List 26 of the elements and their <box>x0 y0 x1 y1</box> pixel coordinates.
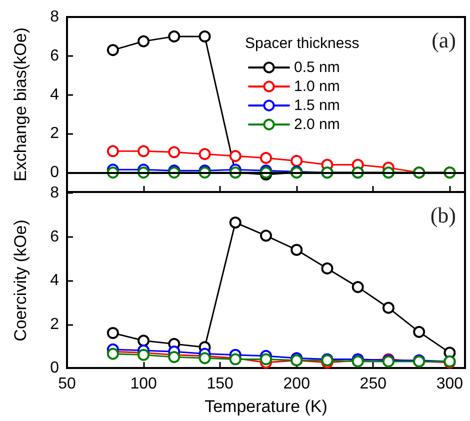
y-tick-label: 0 <box>50 360 60 376</box>
y-tick-label: 4 <box>50 86 60 104</box>
x-tick-label: 150 <box>206 376 234 392</box>
legend-title: Spacer thickness <box>245 35 360 52</box>
x-tick-label: 100 <box>130 376 157 392</box>
y-tick-label: 2 <box>50 125 60 142</box>
x-tick-label: 300 <box>436 376 464 392</box>
x-tick-label: 200 <box>283 376 310 392</box>
y-tick-label: 0 <box>50 164 60 182</box>
legend-label: 1.5 nm <box>294 97 340 114</box>
y-tick-label: 6 <box>50 47 60 64</box>
x-axis-title: Temperature (K) <box>204 397 328 416</box>
y-axis-title: Coercivity (kOe) <box>11 220 30 342</box>
y-tick-label: 8 <box>50 184 60 202</box>
y-tick-label: 6 <box>50 228 60 246</box>
x-tick-label: 50 <box>58 376 76 392</box>
annotation: (b) <box>430 202 456 228</box>
legend-label: 1.0 nm <box>294 78 340 95</box>
legend-label: 2.0 nm <box>294 116 340 133</box>
y-tick-label: 8 <box>50 8 60 26</box>
annotation: (a) <box>432 28 456 52</box>
legend-label: 0.5 nm <box>294 59 340 76</box>
y-tick-label: 4 <box>50 272 60 289</box>
y-axis-title: Exchange bias(kOe) <box>11 27 30 182</box>
x-tick-label: 250 <box>360 376 387 392</box>
y-tick-label: 2 <box>50 316 60 333</box>
